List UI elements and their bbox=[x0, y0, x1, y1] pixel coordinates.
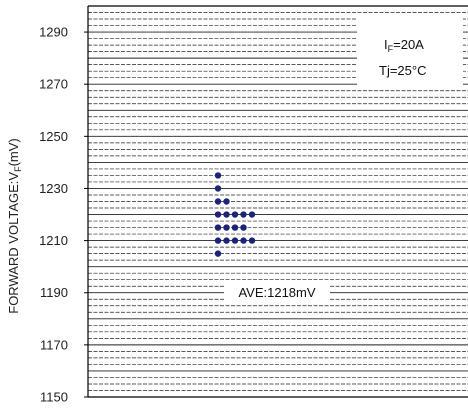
data-point bbox=[231, 237, 239, 244]
grid-lines bbox=[88, 12, 468, 391]
plot-frame bbox=[87, 5, 468, 398]
y-tick-label: 1230 bbox=[39, 181, 68, 196]
if-condition-label: IF=20A bbox=[384, 37, 424, 54]
data-point bbox=[214, 198, 222, 205]
if-label-main: I bbox=[384, 37, 388, 52]
y-tick-label: 1190 bbox=[40, 285, 68, 300]
if-label-value: =20A bbox=[393, 37, 424, 52]
conditions-box: IF=20A Tj=25°C bbox=[357, 18, 463, 90]
y-tick-label: 1150 bbox=[40, 390, 68, 405]
data-point bbox=[248, 211, 256, 218]
data-point bbox=[223, 198, 230, 205]
tj-condition-label: Tj=25°C bbox=[379, 63, 426, 78]
data-point bbox=[223, 211, 230, 218]
y-axis-title-unit: (mV) bbox=[6, 138, 21, 166]
y-tick-label: 1250 bbox=[39, 129, 68, 144]
y-axis-title-sub: F bbox=[13, 166, 23, 172]
data-point bbox=[223, 224, 230, 231]
y-tick-label: 1290 bbox=[39, 25, 68, 40]
data-point bbox=[231, 224, 239, 231]
data-point bbox=[248, 237, 256, 244]
data-point bbox=[240, 237, 247, 244]
y-axis-title: FORWARD VOLTAGE:VF(mV) bbox=[6, 138, 23, 314]
data-point bbox=[214, 237, 222, 244]
y-axis-title-main: FORWARD VOLTAGE:V bbox=[6, 172, 21, 314]
average-annotation: AVE:1218mV bbox=[224, 283, 330, 302]
data-points bbox=[214, 172, 256, 257]
data-point bbox=[223, 237, 230, 244]
data-point bbox=[240, 224, 247, 231]
y-tick-label: 1270 bbox=[39, 77, 68, 92]
y-ticks: 1150 1170 1190 1210 1230 1250 1270 1290 bbox=[39, 25, 88, 405]
data-point bbox=[240, 211, 247, 218]
if-label-sub: F bbox=[388, 44, 394, 54]
y-tick-label: 1210 bbox=[39, 233, 68, 248]
data-point bbox=[214, 250, 222, 257]
data-point bbox=[231, 211, 239, 218]
data-point bbox=[214, 185, 222, 192]
conditions-box-bg bbox=[357, 18, 463, 90]
average-annotation-bg bbox=[224, 283, 330, 302]
y-tick-label: 1170 bbox=[40, 337, 68, 352]
data-point bbox=[214, 211, 222, 218]
average-annotation-text: AVE:1218mV bbox=[238, 285, 315, 300]
data-point bbox=[214, 172, 222, 179]
data-point bbox=[214, 224, 222, 231]
